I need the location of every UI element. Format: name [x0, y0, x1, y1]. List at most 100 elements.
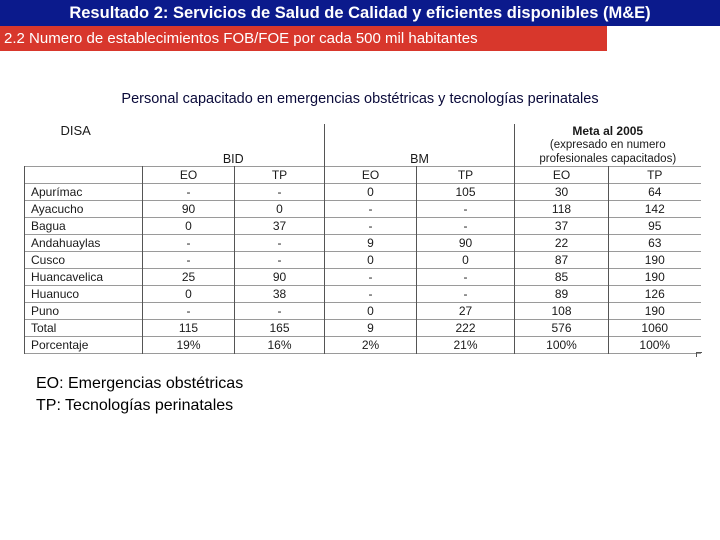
table-cell: 64 — [608, 183, 701, 201]
col-header: EO — [514, 166, 609, 184]
table-cell: - — [416, 217, 515, 235]
table-row: Cusco - -0 0 87 190 — [24, 251, 701, 269]
trained-personnel-table: DISA Meta al 2005 (expresado en numero B… — [24, 124, 701, 354]
row-label: Bagua — [24, 217, 143, 235]
table-cell: 0 — [324, 302, 417, 320]
table-cell: 9 — [324, 319, 417, 337]
table-row: Ayacucho 90 0- -118 142 — [24, 200, 701, 218]
data-table: DISA Meta al 2005 (expresado en numero B… — [24, 124, 701, 354]
row-label: Puno — [24, 302, 143, 320]
row-label: Apurímac — [24, 183, 143, 201]
table-cell: - — [324, 200, 417, 218]
column-header-row: EO TP EO TP EO TP — [24, 166, 701, 184]
meta-header-line3: profesionales capacitados) — [514, 152, 701, 167]
table-cell: - — [324, 268, 417, 286]
table-cell: - — [142, 183, 235, 201]
table-cell: 0 — [142, 217, 235, 235]
table-body: Apurímac - -0 105 30 64 Ayacucho 90 0- -118 142 Bag… — [24, 183, 701, 354]
row-label: Huancavelica — [24, 268, 143, 286]
meta-header-title: Meta al 2005 — [514, 124, 701, 138]
table-cell: - — [416, 285, 515, 303]
table-cell: - — [234, 234, 325, 252]
table-cell: - — [142, 251, 235, 269]
table-cell: 142 — [608, 200, 701, 218]
table-corner-mark — [696, 352, 702, 357]
bm-group-header: BM — [410, 152, 429, 166]
table-cell: 90 — [142, 200, 235, 218]
table-cell: 0 — [416, 251, 515, 269]
table-row: Puno - -0 27 108 190 — [24, 302, 701, 320]
table-cell: 95 — [608, 217, 701, 235]
table-cell: - — [234, 251, 325, 269]
table-cell: - — [234, 183, 325, 201]
table-cell: 21% — [416, 336, 515, 354]
table-cell: 1060 — [608, 319, 701, 337]
table-cell: 9 — [324, 234, 417, 252]
table-cell: 63 — [608, 234, 701, 252]
table-row: Apurímac - -0 105 30 64 — [24, 183, 701, 201]
table-cell: 27 — [416, 302, 515, 320]
table-cell: - — [416, 200, 515, 218]
table-row: Porcentaje 19% 16% 2% 21% 100% 100% — [24, 336, 701, 354]
table-cell: 0 — [324, 251, 417, 269]
table-row: Huanuco 0 38- -89 126 — [24, 285, 701, 303]
table-cell: 0 — [324, 183, 417, 201]
table-row: Total 115 165 9 222 576 1060 — [24, 319, 701, 337]
legend-eo: EO: Emergencias obstétricas — [36, 375, 244, 392]
table-cell: 100% — [514, 336, 609, 354]
table-cell: 165 — [234, 319, 325, 337]
col-header: EO — [142, 166, 235, 184]
table-cell: 37 — [514, 217, 609, 235]
row-label: Total — [24, 319, 143, 337]
row-label: Andahuaylas — [24, 234, 143, 252]
table-cell: 89 — [514, 285, 609, 303]
table-cell: 190 — [608, 302, 701, 320]
table-cell: 0 — [142, 285, 235, 303]
table-cell: 90 — [416, 234, 515, 252]
row-label: Huanuco — [24, 285, 143, 303]
table-cell: - — [234, 302, 325, 320]
row-label: Cusco — [24, 251, 143, 269]
slide-subtitle: 2.2 Numero de establecimientos FOB/FOE p… — [0, 26, 607, 51]
table-cell: 19% — [142, 336, 235, 354]
table-cell: 126 — [608, 285, 701, 303]
table-cell: 30 — [514, 183, 609, 201]
meta-header-line2: (expresado en numero — [514, 138, 701, 152]
table-cell: 222 — [416, 319, 515, 337]
table-cell: 2% — [324, 336, 417, 354]
col-header: TP — [234, 166, 325, 184]
legend: EO: Emergencias obstétricas TP: Tecnolog… — [36, 373, 243, 417]
table-cell: 85 — [514, 268, 609, 286]
table-cell: 576 — [514, 319, 609, 337]
table-cell: 16% — [234, 336, 325, 354]
table-row: Bagua 0 37- -37 95 — [24, 217, 701, 235]
table-cell: 105 — [416, 183, 515, 201]
table-cell: - — [324, 217, 417, 235]
table-row: Andahuaylas - -9 90 22 63 — [24, 234, 701, 252]
table-cell: 37 — [234, 217, 325, 235]
table-cell: 38 — [234, 285, 325, 303]
table-cell: 100% — [608, 336, 701, 354]
table-cell: - — [324, 285, 417, 303]
table-cell: 25 — [142, 268, 235, 286]
table-cell: 118 — [514, 200, 609, 218]
slide-title: Resultado 2: Servicios de Salud de Calid… — [0, 0, 720, 26]
table-cell: 190 — [608, 251, 701, 269]
table-cell: - — [142, 234, 235, 252]
disa-header: DISA — [60, 124, 91, 138]
table-cell: 22 — [514, 234, 609, 252]
col-header: TP — [416, 166, 515, 184]
bid-group-header: BID — [142, 152, 325, 167]
table-cell: - — [416, 268, 515, 286]
table-cell: 0 — [234, 200, 325, 218]
table-cell: 115 — [142, 319, 235, 337]
table-cell: 90 — [234, 268, 325, 286]
table-cell: 108 — [514, 302, 609, 320]
table-cell: 87 — [514, 251, 609, 269]
row-label: Ayacucho — [24, 200, 143, 218]
row-label: Porcentaje — [24, 336, 143, 354]
table-cell: - — [142, 302, 235, 320]
table-caption: Personal capacitado en emergencias obsté… — [121, 91, 599, 107]
col-header: TP — [608, 166, 701, 184]
legend-tp: TP: Tecnologías perinatales — [36, 397, 234, 414]
